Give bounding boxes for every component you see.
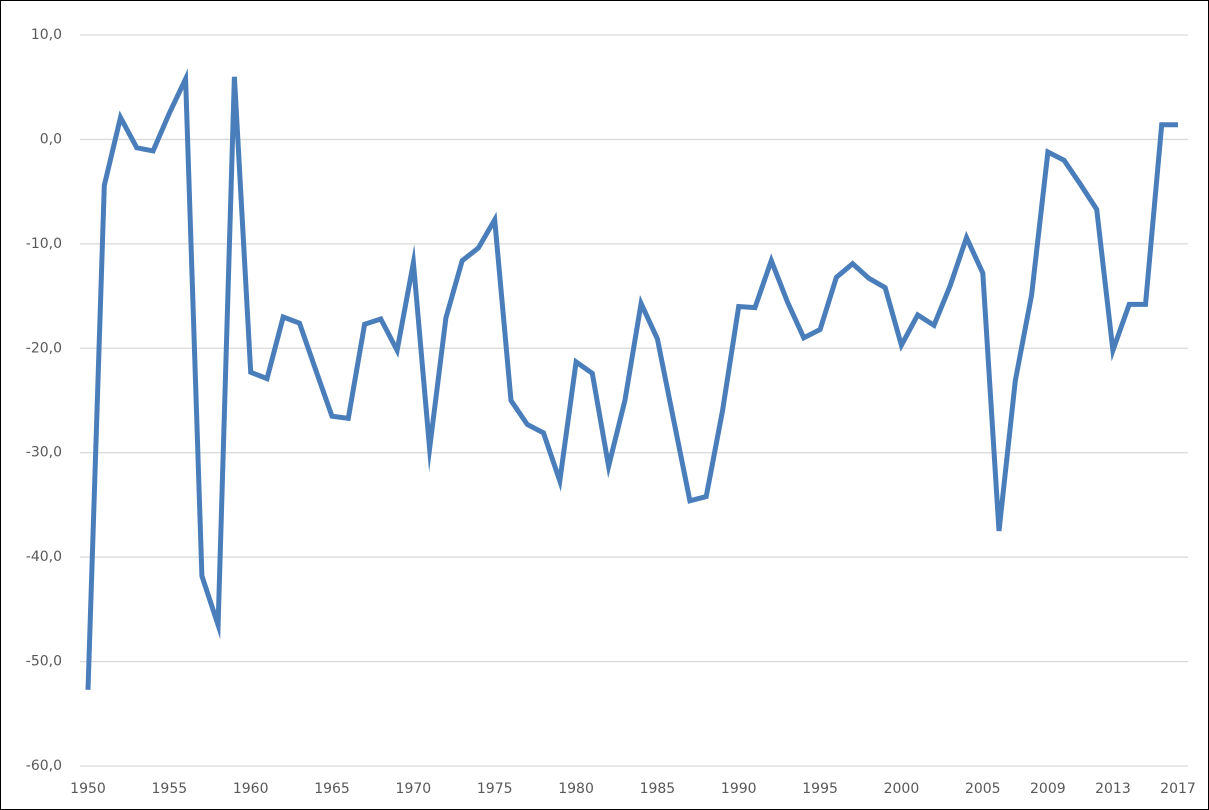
x-tick-label: 1985 [640,781,676,797]
x-tick-label: 1955 [152,781,188,797]
y-tick-label: 0,0 [40,131,62,147]
x-tick-label: 1990 [721,781,757,797]
x-tick-label: 2017 [1160,781,1196,797]
x-tick-label: 1965 [314,781,350,797]
x-tick-label: 2013 [1095,781,1131,797]
x-tick-label: 1975 [477,781,513,797]
y-tick-label: 10,0 [31,27,62,43]
x-tick-label: 1980 [558,781,594,797]
y-tick-label: -20,0 [26,340,62,356]
data-line [85,68,1178,690]
y-tick-label: -50,0 [26,654,62,670]
x-tick-label: 1950 [70,781,106,797]
x-tick-label: 1970 [396,781,432,797]
x-tick-label: 1960 [233,781,269,797]
y-tick-label: -30,0 [26,445,62,461]
y-tick-label: -10,0 [26,236,62,252]
x-tick-label: 2009 [1030,781,1066,797]
y-tick-label: -60,0 [26,758,62,774]
x-tick-label: 2005 [965,781,1001,797]
x-tick-label: 1995 [802,781,838,797]
y-tick-label: -40,0 [26,549,62,565]
x-tick-label: 2000 [884,781,920,797]
